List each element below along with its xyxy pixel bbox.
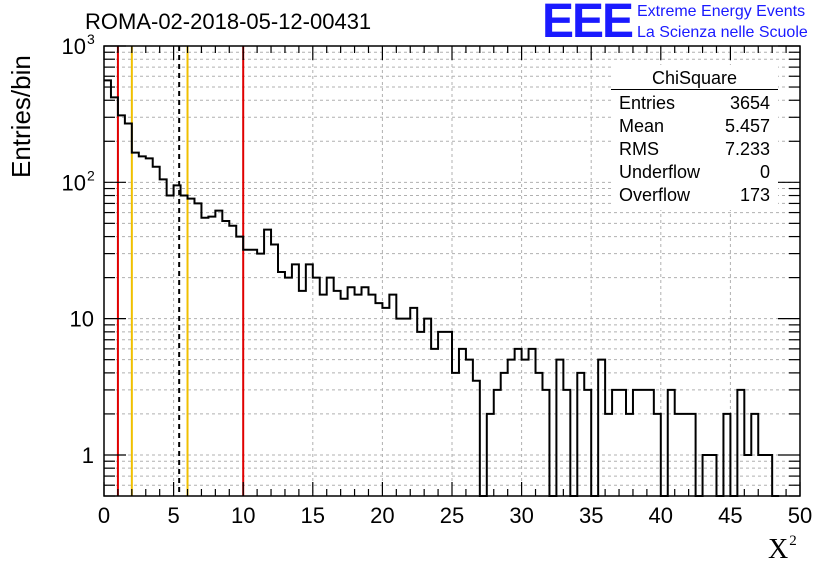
x-tick-label: 20: [370, 503, 394, 528]
y-tick-label: 1: [82, 443, 94, 468]
stats-value: 7.233: [724, 139, 770, 159]
x-tick-label: 10: [231, 503, 255, 528]
stats-key: Overflow: [619, 185, 691, 205]
stats-divider: [611, 89, 778, 90]
x-axis-label: X2: [768, 533, 797, 566]
stats-row-underflow: Underflow 0: [619, 162, 770, 185]
stats-title: ChiSquare: [651, 68, 738, 88]
stats-row-mean: Mean 5.457: [619, 116, 770, 139]
stats-row-overflow: Overflow 173: [619, 185, 770, 208]
stats-value: 0: [759, 162, 770, 182]
y-tick-label: 10: [70, 307, 94, 332]
stats-key: Underflow: [619, 162, 701, 182]
stats-key: RMS: [619, 139, 659, 159]
stats-row-entries: Entries 3654: [619, 93, 770, 116]
y-tick-label: 10: [62, 34, 86, 59]
axis-ticks: [103, 45, 801, 497]
x-tick-label: 40: [649, 503, 673, 528]
x-tick-labels: 0 5 10 15 20 25 30 35 40 45 50: [98, 503, 812, 528]
histogram-series: [104, 79, 780, 497]
logo-line-1: Extreme Energy Events: [637, 3, 806, 20]
x-axis-label-sup: 2: [789, 533, 797, 549]
x-axis-label-base: X: [768, 534, 789, 565]
x-tick-label: 0: [98, 503, 110, 528]
y-axis-label: Entries/bin: [6, 55, 36, 178]
stats-key: Mean: [619, 116, 665, 136]
x-tick-label: 5: [167, 503, 179, 528]
stats-key: Entries: [619, 93, 676, 113]
chart-title: ROMA-02-2018-05-12-00431: [85, 9, 372, 34]
y-tick-label-exponent: 3: [87, 31, 95, 47]
stats-box: ChiSquare Entries 3654 Mean 5.457 RMS 7.…: [611, 65, 778, 210]
y-tick-label-exponent: 2: [87, 167, 95, 183]
stats-value: 3654: [729, 93, 770, 113]
stats-row-rms: RMS 7.233: [619, 139, 770, 162]
logo-line-2: La Scienza nelle Scuole: [637, 24, 808, 41]
x-tick-label: 30: [509, 503, 533, 528]
x-tick-label: 25: [440, 503, 464, 528]
stats-value: 5.457: [724, 116, 770, 136]
x-tick-label: 35: [579, 503, 603, 528]
x-tick-label: 15: [301, 503, 325, 528]
y-tick-label: 10: [62, 170, 86, 195]
eee-logo: EEE: [542, 0, 634, 48]
x-tick-label: 50: [788, 503, 812, 528]
x-tick-label: 45: [718, 503, 742, 528]
reference-lines: [116, 46, 245, 496]
stats-value: 173: [739, 185, 770, 205]
